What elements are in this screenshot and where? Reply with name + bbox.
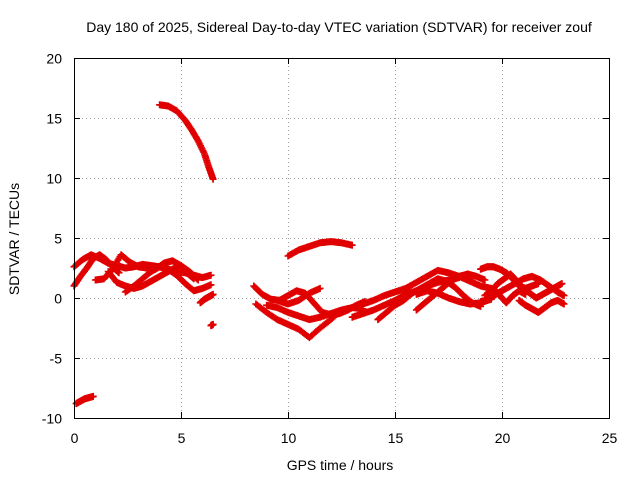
data-point bbox=[194, 276, 202, 284]
series-arc-6 bbox=[196, 290, 217, 307]
y-tick-label: 0 bbox=[54, 291, 62, 307]
x-tick-label: 25 bbox=[602, 430, 618, 446]
y-axis-label: SDTVAR / TECUs bbox=[6, 183, 22, 295]
data-point bbox=[348, 241, 356, 249]
data-point bbox=[558, 280, 566, 288]
data-point bbox=[207, 281, 215, 289]
chart-title: Day 180 of 2025, Sidereal Day-to-day VTE… bbox=[86, 19, 592, 35]
data-point bbox=[189, 274, 197, 282]
y-tick-label: 10 bbox=[46, 171, 62, 187]
data-point bbox=[207, 271, 215, 279]
y-tick-label: -5 bbox=[50, 351, 63, 367]
data-point bbox=[481, 276, 489, 284]
data-point bbox=[209, 320, 217, 328]
series-arc-8 bbox=[156, 101, 217, 183]
data-point bbox=[190, 275, 198, 283]
series-arc-5 bbox=[121, 263, 215, 296]
data-point bbox=[316, 284, 324, 292]
series-arc-13 bbox=[263, 301, 367, 324]
y-tick-label: 5 bbox=[54, 231, 62, 247]
x-tick-label: 10 bbox=[281, 430, 297, 446]
series-arc-23 bbox=[515, 296, 568, 316]
x-tick-label: 20 bbox=[495, 430, 511, 446]
y-tick-label: 15 bbox=[46, 111, 62, 127]
x-tick-label: 5 bbox=[178, 430, 186, 446]
data-point bbox=[209, 175, 217, 183]
axis-ticks: 0 5 10 15 20 25 -10 -5 0 5 10 15 20 bbox=[42, 51, 618, 447]
grid bbox=[74, 58, 609, 418]
series-arc-12 bbox=[252, 300, 345, 342]
data-point bbox=[560, 300, 568, 308]
y-tick-label: -10 bbox=[42, 411, 62, 427]
series-arc-22 bbox=[477, 272, 568, 306]
series-arc-9 bbox=[72, 392, 97, 408]
series-arc-14 bbox=[273, 284, 324, 308]
data-point bbox=[209, 290, 217, 298]
data-point bbox=[560, 292, 568, 300]
series-arc-10 bbox=[284, 238, 356, 260]
x-tick-label: 15 bbox=[388, 430, 404, 446]
series-arc-19 bbox=[412, 270, 489, 314]
data-point bbox=[115, 269, 123, 277]
series-arc-18 bbox=[374, 275, 485, 324]
y-tick-label: 20 bbox=[46, 51, 62, 67]
data-points bbox=[70, 101, 568, 408]
x-tick-label: 0 bbox=[71, 430, 79, 446]
series-arc-7 bbox=[207, 320, 217, 330]
data-point bbox=[522, 290, 530, 298]
series-arc-24 bbox=[489, 284, 530, 307]
data-point bbox=[89, 392, 97, 400]
series-arc-15 bbox=[359, 266, 495, 308]
x-axis-label: GPS time / hours bbox=[287, 457, 394, 473]
